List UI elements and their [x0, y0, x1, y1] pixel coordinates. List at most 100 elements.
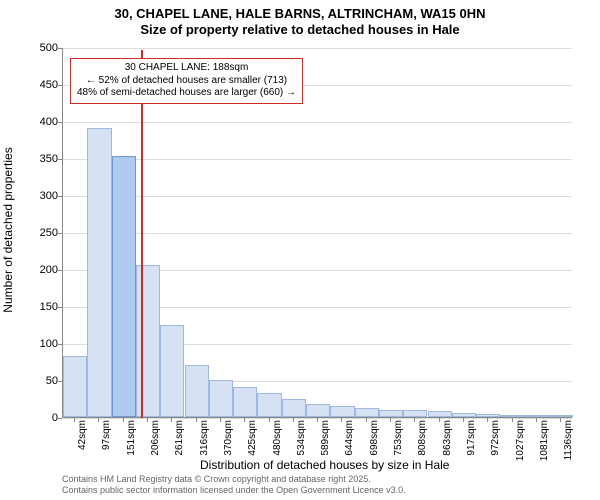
- y-tick-mark: [58, 48, 62, 49]
- histogram-bar: [379, 410, 403, 417]
- y-tick-mark: [58, 307, 62, 308]
- title-line-2: Size of property relative to detached ho…: [0, 22, 600, 38]
- x-tick-mark: [196, 418, 197, 422]
- x-tick-label: 972sqm: [490, 420, 501, 456]
- y-tick-label: 300: [18, 190, 58, 202]
- title-line-1: 30, CHAPEL LANE, HALE BARNS, ALTRINCHAM,…: [0, 6, 600, 22]
- histogram-bar: [185, 365, 209, 417]
- x-tick-mark: [390, 418, 391, 422]
- x-tick-label: 534sqm: [296, 420, 307, 456]
- y-tick-label: 200: [18, 264, 58, 276]
- y-tick-mark: [58, 233, 62, 234]
- annotation-box: 30 CHAPEL LANE: 188sqm ← 52% of detached…: [70, 58, 303, 104]
- x-axis-title: Distribution of detached houses by size …: [200, 458, 449, 472]
- x-tick-label: 480sqm: [272, 420, 283, 456]
- x-tick-label: 1136sqm: [563, 420, 574, 460]
- x-tick-mark: [366, 418, 367, 422]
- histogram-bar: [233, 387, 257, 417]
- y-tick-mark: [58, 122, 62, 123]
- histogram-bar: [282, 399, 306, 418]
- histogram-bar: [306, 404, 330, 417]
- histogram-bar: [403, 410, 427, 417]
- x-tick-mark: [512, 418, 513, 422]
- y-tick-label: 100: [18, 338, 58, 350]
- y-tick-label: 350: [18, 153, 58, 165]
- x-tick-label: 151sqm: [126, 420, 137, 456]
- histogram-bar: [257, 393, 281, 417]
- annotation-line-2: ← 52% of detached houses are smaller (71…: [77, 75, 296, 88]
- x-tick-mark: [74, 418, 75, 422]
- plot-area: [62, 48, 572, 418]
- y-tick-label: 50: [18, 375, 58, 387]
- y-tick-label: 150: [18, 301, 58, 313]
- gridline: [63, 196, 572, 197]
- x-tick-label: 863sqm: [442, 420, 453, 456]
- histogram-bar: [160, 325, 184, 418]
- x-tick-label: 316sqm: [199, 420, 210, 456]
- y-tick-mark: [58, 344, 62, 345]
- histogram-bar: [355, 408, 379, 417]
- x-tick-mark: [269, 418, 270, 422]
- x-tick-mark: [341, 418, 342, 422]
- y-axis-title: Number of detached properties: [1, 147, 15, 312]
- gridline: [63, 159, 572, 160]
- gridline: [63, 233, 572, 234]
- y-tick-label: 500: [18, 42, 58, 54]
- annotation-line-3: 48% of semi-detached houses are larger (…: [77, 87, 296, 100]
- x-tick-label: 261sqm: [174, 420, 185, 456]
- x-tick-mark: [171, 418, 172, 422]
- x-tick-label: 753sqm: [393, 420, 404, 456]
- x-tick-mark: [560, 418, 561, 422]
- x-tick-mark: [414, 418, 415, 422]
- x-tick-label: 917sqm: [466, 420, 477, 456]
- x-tick-label: 644sqm: [344, 420, 355, 456]
- x-tick-label: 206sqm: [150, 420, 161, 456]
- gridline: [63, 122, 572, 123]
- x-tick-label: 698sqm: [369, 420, 380, 456]
- y-tick-mark: [58, 159, 62, 160]
- x-tick-mark: [487, 418, 488, 422]
- x-tick-mark: [147, 418, 148, 422]
- x-tick-mark: [463, 418, 464, 422]
- x-tick-label: 1027sqm: [515, 420, 526, 461]
- histogram-bar: [525, 415, 549, 417]
- chart-title-block: 30, CHAPEL LANE, HALE BARNS, ALTRINCHAM,…: [0, 0, 600, 39]
- footer: Contains HM Land Registry data © Crown c…: [62, 474, 406, 496]
- x-tick-mark: [244, 418, 245, 422]
- x-tick-label: 370sqm: [223, 420, 234, 456]
- histogram-bar: [549, 415, 573, 417]
- x-tick-mark: [293, 418, 294, 422]
- x-tick-label: 1081sqm: [539, 420, 550, 461]
- x-tick-mark: [536, 418, 537, 422]
- x-tick-mark: [220, 418, 221, 422]
- footer-line-1: Contains HM Land Registry data © Crown c…: [62, 474, 406, 485]
- y-tick-label: 400: [18, 116, 58, 128]
- y-tick-label: 0: [18, 412, 58, 424]
- histogram-bar: [63, 356, 87, 417]
- x-tick-mark: [98, 418, 99, 422]
- histogram-bar: [209, 380, 233, 417]
- y-tick-mark: [58, 270, 62, 271]
- histogram-bar: [330, 406, 354, 417]
- gridline: [63, 48, 572, 49]
- x-tick-label: 97sqm: [101, 420, 112, 450]
- y-tick-label: 250: [18, 227, 58, 239]
- chart-container: 30, CHAPEL LANE, HALE BARNS, ALTRINCHAM,…: [0, 0, 600, 500]
- footer-line-2: Contains public sector information licen…: [62, 485, 406, 496]
- histogram-bar: [452, 413, 476, 417]
- x-tick-label: 808sqm: [417, 420, 428, 456]
- histogram-bar: [87, 128, 111, 417]
- x-tick-mark: [123, 418, 124, 422]
- x-tick-mark: [317, 418, 318, 422]
- y-tick-mark: [58, 196, 62, 197]
- histogram-bar: [500, 415, 524, 417]
- x-tick-label: 425sqm: [247, 420, 258, 456]
- y-tick-label: 450: [18, 79, 58, 91]
- property-marker-line: [141, 50, 143, 418]
- histogram-bar: [476, 414, 500, 417]
- x-tick-label: 42sqm: [77, 420, 88, 450]
- annotation-line-1: 30 CHAPEL LANE: 188sqm: [77, 62, 296, 75]
- histogram-bar: [428, 411, 452, 417]
- x-tick-label: 589sqm: [320, 420, 331, 456]
- histogram-bar: [112, 156, 136, 417]
